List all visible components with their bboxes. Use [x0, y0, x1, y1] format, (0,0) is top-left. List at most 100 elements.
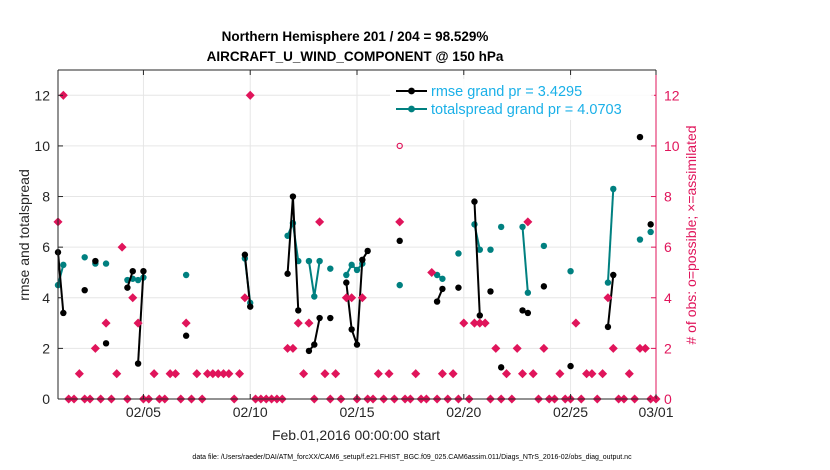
obs-assimilated-marker — [181, 318, 191, 328]
obs-assimilated-marker — [90, 343, 100, 353]
rmse-point — [102, 340, 110, 347]
obs-assimilated-marker — [459, 318, 469, 328]
rmse-point — [327, 314, 334, 322]
obs-assimilated-marker — [608, 343, 618, 353]
rmse-point — [519, 307, 526, 314]
rmse-point — [124, 284, 131, 291]
series-layer — [54, 133, 654, 371]
rmse-point — [604, 323, 612, 331]
rmse-point — [134, 360, 142, 367]
obs-assimilated-marker — [133, 318, 143, 328]
rmse-line — [57, 252, 65, 314]
rmse-point — [289, 193, 297, 200]
ticks: 02/05 02/10 02/15 02/20 02/25 03/010246810120… — [34, 70, 680, 420]
x-axis-label: Feb.01,2016 00:00:00 start — [272, 427, 440, 443]
totalspread-point — [524, 289, 532, 296]
rmse-point — [81, 286, 88, 294]
rmse-point — [567, 362, 574, 370]
rmse-point — [129, 267, 136, 275]
rmse-point — [439, 285, 446, 293]
obs-assimilated-marker — [528, 369, 538, 379]
obs-assimilated-marker — [299, 369, 309, 379]
obs-assimilated-marker — [571, 318, 581, 328]
obs-assimilated-marker — [373, 369, 383, 379]
obs-assimilated-marker — [101, 318, 111, 328]
totalspread-line — [521, 226, 529, 293]
y-tick-label-right: 6 — [664, 239, 672, 255]
obs-assimilated-marker — [480, 318, 490, 328]
y-tick-label-left: 10 — [34, 138, 50, 154]
obs-assimilated-marker — [320, 369, 330, 379]
obs-possible-marker — [396, 142, 403, 150]
rmse-point — [182, 332, 190, 339]
totalspread-point — [439, 275, 446, 282]
legend-totalspread-marker — [408, 105, 415, 113]
legend-box — [390, 79, 654, 120]
x-tick-label: 02/10 — [233, 404, 268, 420]
rmse-point — [396, 237, 403, 245]
rmse-point — [60, 309, 67, 317]
totalspread-point — [476, 246, 484, 253]
obs-assimilated-marker — [603, 293, 613, 303]
totalspread-point — [540, 242, 548, 250]
rmse-point — [359, 256, 366, 264]
totalspread-point — [348, 261, 355, 269]
rmse-point — [471, 198, 478, 205]
obs-assimilated-marker — [411, 369, 421, 379]
rmse-line — [606, 274, 615, 327]
obs-assimilated-marker — [117, 242, 127, 252]
totalspread-point — [182, 271, 190, 279]
totalspread-point — [396, 281, 403, 289]
totalspread-point — [567, 267, 574, 275]
obs-assimilated-marker — [555, 369, 565, 379]
obs-assimilated-marker — [112, 369, 122, 379]
obs-assimilated-marker — [235, 369, 245, 379]
obs-assimilated-marker — [58, 90, 68, 100]
obs-assimilated-marker — [149, 369, 159, 379]
rmse-point — [647, 221, 654, 228]
obs-assimilated-marker — [517, 369, 528, 379]
rmse-point — [487, 288, 494, 295]
totalspread-point — [455, 250, 462, 257]
obs-assimilated-marker — [315, 217, 325, 227]
rmse-point — [455, 284, 462, 291]
y-tick-label-right: 8 — [664, 189, 672, 205]
rmse-point — [295, 307, 302, 314]
rmse-point — [524, 309, 532, 317]
obs-assimilated-marker — [192, 369, 202, 379]
rmse-line — [137, 271, 145, 364]
rmse-point — [241, 251, 249, 258]
y-tick-label-right: 0 — [664, 391, 672, 407]
totalspread-line — [606, 188, 615, 283]
totalspread-point — [305, 257, 313, 265]
legend: rmse grand pr = 3.4295 totalspread grand… — [390, 79, 654, 120]
totalspread-point — [519, 223, 526, 231]
obs-assimilated-marker — [624, 369, 634, 379]
obs-assimilated-marker — [448, 369, 458, 379]
totalspread-point — [316, 257, 323, 265]
legend-rmse-label: rmse grand pr = 3.4295 — [431, 84, 582, 100]
obs-assimilated-marker — [170, 369, 180, 379]
obs-assimilated-marker — [74, 369, 84, 379]
y-tick-label-right: 12 — [664, 87, 680, 103]
totalspread-point — [497, 223, 505, 231]
y-tick-label-right: 10 — [664, 138, 680, 154]
rmse-point — [353, 341, 361, 348]
rmse-point — [311, 341, 318, 348]
totalspread-point — [353, 266, 361, 274]
rmse-point — [316, 314, 323, 322]
obs-assimilated-marker — [395, 217, 405, 227]
rmse-line — [243, 254, 252, 307]
obs-assimilated-marker — [598, 369, 608, 379]
rmse-point — [92, 257, 99, 265]
y-tick-label-left: 2 — [42, 340, 50, 356]
obs-assimilated-marker — [347, 293, 357, 303]
obs-assimilated-marker — [512, 343, 522, 353]
totalspread-point — [311, 293, 318, 300]
x-tick-label: 03/01 — [638, 404, 673, 420]
totalspread-point — [487, 246, 494, 253]
rmse-point — [497, 364, 505, 371]
obs-assimilated-marker — [437, 369, 447, 379]
y-tick-label-left: 8 — [42, 189, 50, 205]
